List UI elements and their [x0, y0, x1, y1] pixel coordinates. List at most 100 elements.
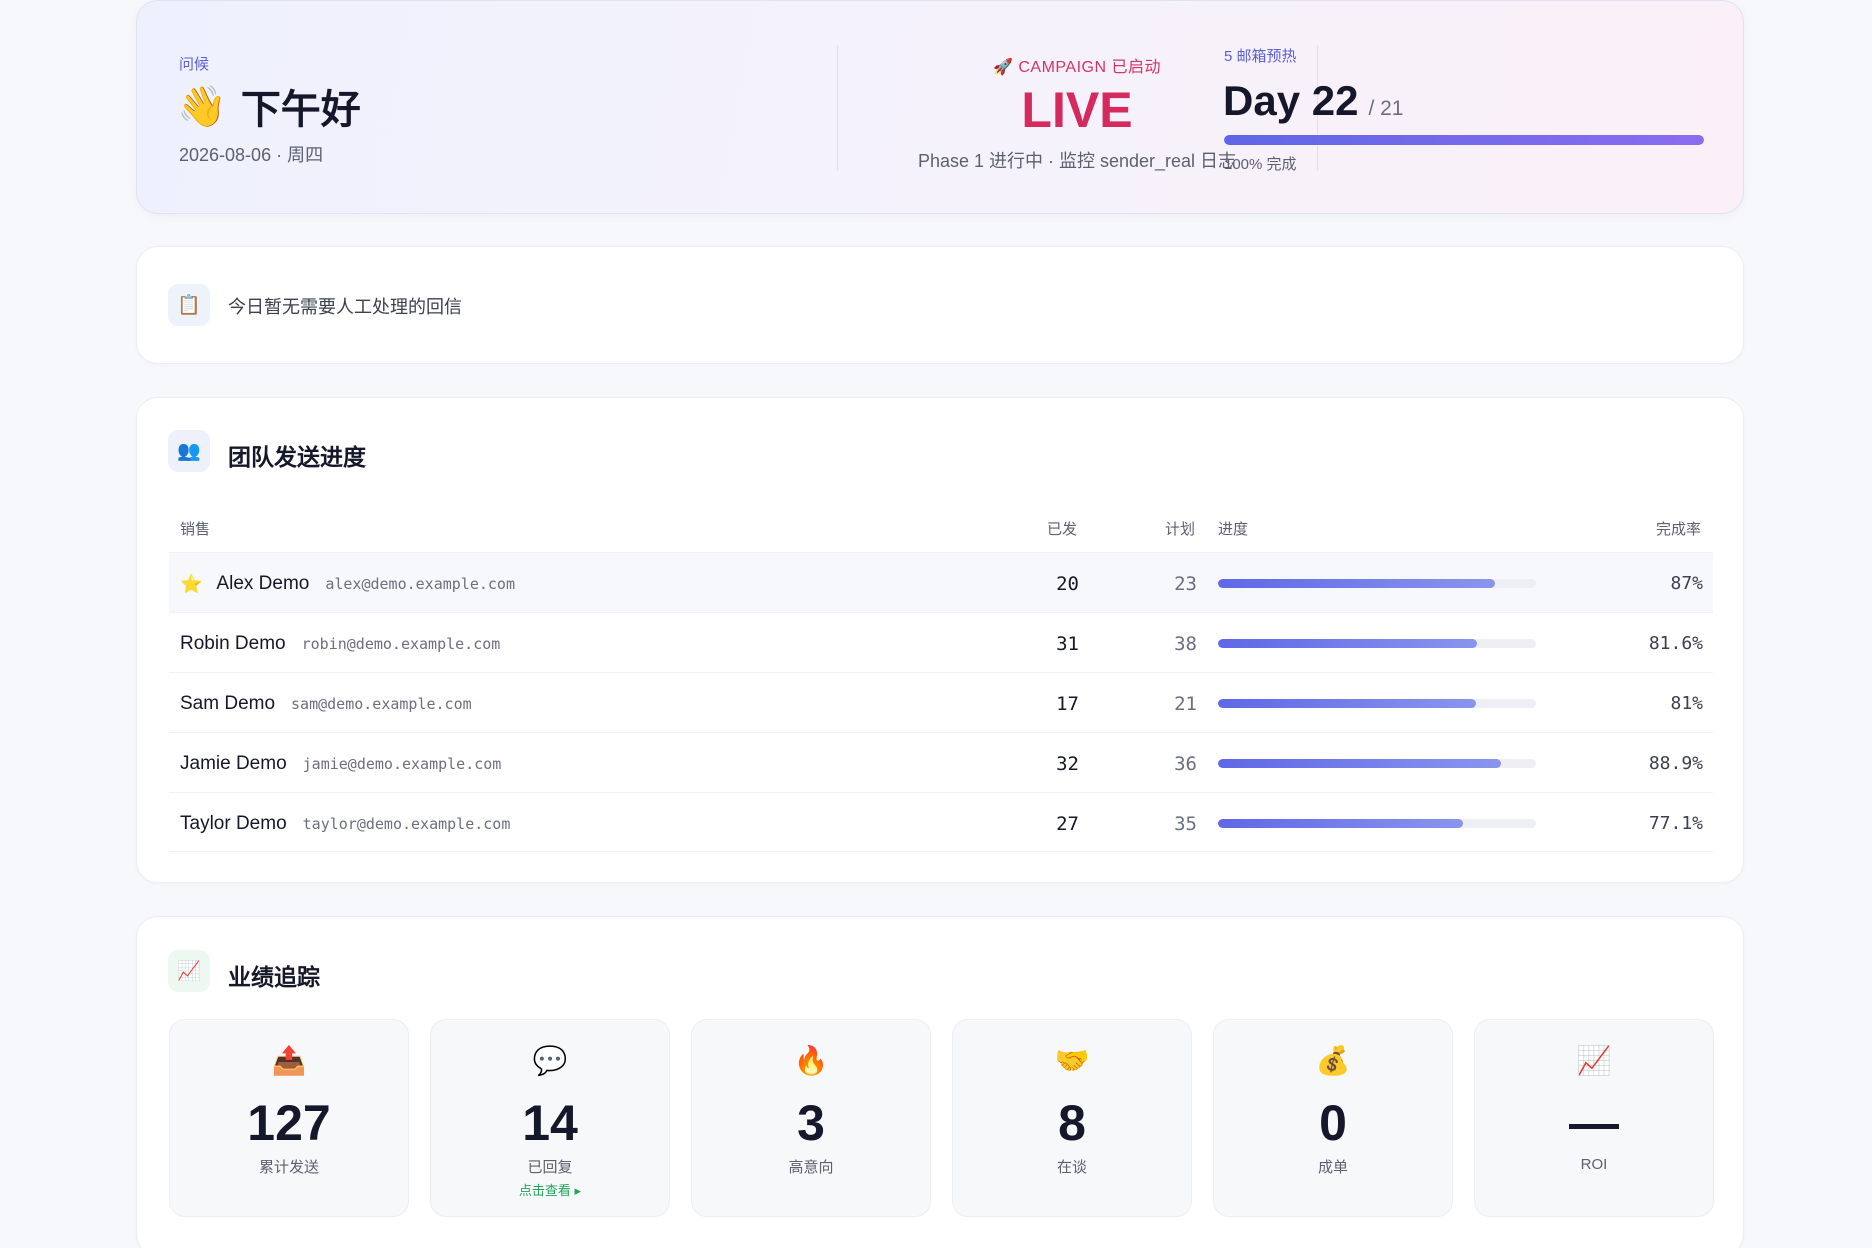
metric-value: 14 — [522, 1095, 578, 1151]
progress-bar — [1218, 639, 1536, 648]
progress-fill — [1218, 639, 1478, 648]
seller-cell: Jamie Demo jamie@demo.example.com — [180, 753, 501, 775]
progress-fill — [1218, 579, 1495, 588]
clipboard-icon: 📋 — [168, 284, 210, 326]
completion-rate: 88.9% — [1648, 753, 1703, 774]
progress-fill — [1218, 819, 1464, 828]
plan-count: 38 — [1174, 633, 1197, 655]
col-header-rate: 完成率 — [1655, 521, 1701, 538]
progress-fill — [1218, 699, 1476, 708]
campaign-subtitle: Phase 1 进行中 · 监控 sender_real 日志 — [917, 151, 1237, 171]
col-header-progress: 进度 — [1218, 521, 1249, 538]
metric-value: 127 — [247, 1095, 331, 1151]
sent-count: 17 — [1056, 693, 1079, 715]
metric-label: 在谈 — [1056, 1159, 1087, 1176]
sent-count: 20 — [1056, 573, 1079, 595]
table-row[interactable]: ⭐ Alex Demo alex@demo.example.com 20 23 … — [169, 552, 1713, 612]
seller-email: alex@demo.example.com — [325, 575, 515, 593]
seller-name: Taylor Demo — [180, 813, 287, 834]
metric-label: ROI — [1580, 1156, 1608, 1173]
plan-count: 35 — [1174, 813, 1197, 835]
metric-value: 0 — [1319, 1095, 1347, 1151]
seller-email: robin@demo.example.com — [301, 635, 501, 653]
col-header-seller: 销售 — [180, 521, 211, 538]
campaign-label: 🚀 CAMPAIGN 已启动 — [837, 53, 1317, 77]
chart-up-icon: 📈 — [1576, 1045, 1612, 1076]
warmup-day: Day 22 / 21 — [1223, 77, 1403, 125]
team-icon: 👥 — [168, 430, 210, 472]
warmup-percent: 100% 完成 — [1224, 156, 1297, 173]
table-row[interactable]: Robin Demo robin@demo.example.com 31 38 … — [169, 612, 1713, 672]
seller-email: jamie@demo.example.com — [302, 755, 502, 773]
progress-bar — [1218, 579, 1536, 588]
status-banner: 问候 👋 下午好 2026-08-06 · 周四 🚀 CAMPAIGN 已启动 … — [136, 0, 1744, 214]
seller-name: Alex Demo — [216, 573, 310, 594]
plan-count: 23 — [1174, 573, 1197, 595]
table-row[interactable]: Taylor Demo taylor@demo.example.com 27 3… — [169, 792, 1713, 852]
seller-email: taylor@demo.example.com — [302, 815, 511, 833]
progress-bar — [1218, 699, 1536, 708]
fire-icon: 🔥 — [793, 1045, 829, 1076]
table-row[interactable]: Jamie Demo jamie@demo.example.com 32 36 … — [169, 732, 1713, 792]
plan-count: 21 — [1174, 693, 1197, 715]
star-icon: ⭐ — [180, 573, 203, 594]
warmup-label: 5 邮箱预热 — [1224, 48, 1297, 65]
metric-value: — — [1569, 1095, 1619, 1151]
waving-hand-icon: 👋 — [177, 84, 227, 129]
team-section-title: 团队发送进度 — [228, 444, 366, 470]
seller-name: Sam Demo — [180, 693, 276, 714]
completion-rate: 81% — [1670, 693, 1703, 714]
metric-card-roi: 📈 — ROI — [1474, 1019, 1714, 1217]
metric-value: 3 — [797, 1095, 825, 1151]
metric-value: 8 — [1058, 1095, 1086, 1151]
seller-name: Robin Demo — [180, 633, 286, 654]
money-bag-icon: 💰 — [1315, 1045, 1351, 1076]
current-date: 2026-08-06 · 周四 — [179, 145, 324, 165]
sent-count: 31 — [1056, 633, 1079, 655]
col-header-sent: 已发 — [1046, 521, 1077, 538]
warmup-progress-fill — [1224, 135, 1704, 145]
completion-rate: 77.1% — [1648, 813, 1703, 834]
campaign-label-text: CAMPAIGN 已启动 — [1018, 59, 1161, 76]
metric-label: 高意向 — [788, 1159, 834, 1176]
chart-up-icon: 📈 — [168, 950, 210, 992]
metric-card-replied[interactable]: 💬 14 已回复 点击查看 ▸ — [430, 1019, 670, 1217]
outbox-icon: 📤 — [271, 1045, 307, 1076]
metric-card-high-intent: 🔥 3 高意向 — [691, 1019, 931, 1217]
warmup-day-value: Day 22 — [1223, 77, 1359, 124]
seller-cell: Robin Demo robin@demo.example.com — [180, 633, 500, 655]
greeting-label: 问候 — [179, 56, 210, 73]
metric-card-total-sent: 📤 127 累计发送 — [169, 1019, 409, 1217]
team-progress-card: 👥 团队发送进度 销售 已发 计划 进度 完成率 ⭐ Alex Demo ale… — [136, 397, 1744, 883]
progress-fill — [1218, 759, 1501, 768]
table-row[interactable]: Sam Demo sam@demo.example.com 17 21 81% — [169, 672, 1713, 732]
rocket-icon: 🚀 — [993, 59, 1014, 76]
seller-cell: Taylor Demo taylor@demo.example.com — [180, 813, 510, 835]
greeting-text: 下午好 — [240, 88, 361, 132]
progress-bar — [1218, 759, 1536, 768]
completion-rate: 81.6% — [1648, 633, 1703, 654]
seller-email: sam@demo.example.com — [291, 695, 472, 713]
metric-card-negotiating: 🤝 8 在谈 — [952, 1019, 1192, 1217]
performance-card: 📈 业绩追踪 📤 127 累计发送 💬 14 已回复 点击查看 ▸ 🔥 3 高意… — [136, 916, 1744, 1248]
divider — [1317, 45, 1318, 171]
seller-name: Jamie Demo — [180, 753, 287, 774]
performance-section-title: 业绩追踪 — [228, 964, 320, 990]
plan-count: 36 — [1174, 753, 1197, 775]
greeting-title: 👋 下午好 — [177, 77, 361, 135]
divider — [837, 45, 838, 171]
warmup-progress-bar — [1224, 135, 1704, 145]
metric-card-closed: 💰 0 成单 — [1213, 1019, 1453, 1217]
sent-count: 32 — [1056, 753, 1079, 775]
seller-cell: ⭐ Alex Demo alex@demo.example.com — [180, 573, 515, 595]
metric-label: 累计发送 — [258, 1159, 319, 1176]
notice-card: 📋 今日暂无需要人工处理的回信 — [136, 246, 1744, 364]
speech-bubble-icon: 💬 — [532, 1045, 568, 1076]
view-replies-link[interactable]: 点击查看 ▸ — [518, 1183, 582, 1198]
notice-text: 今日暂无需要人工处理的回信 — [228, 297, 462, 317]
completion-rate: 87% — [1670, 573, 1703, 594]
metric-label: 已回复 — [527, 1159, 573, 1176]
warmup-total: / 21 — [1368, 97, 1404, 120]
handshake-icon: 🤝 — [1054, 1045, 1090, 1076]
campaign-status: LIVE — [1021, 82, 1133, 138]
